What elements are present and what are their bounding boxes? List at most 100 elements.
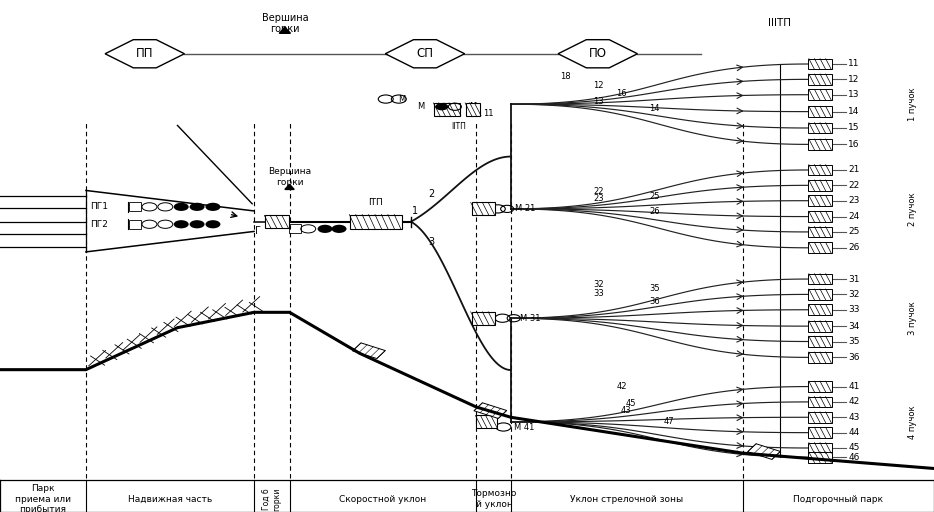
Bar [289, 224, 301, 233]
Text: ПГ2: ПГ2 [91, 220, 108, 229]
Text: 1 пучок: 1 пучок [908, 88, 917, 121]
Text: 43: 43 [848, 413, 859, 422]
Text: 26: 26 [848, 243, 859, 252]
Text: 42: 42 [848, 397, 859, 407]
Text: 18: 18 [560, 72, 571, 81]
Polygon shape [748, 444, 780, 459]
Polygon shape [474, 403, 506, 418]
Text: Парк
приема или
прибытия: Парк приема или прибытия [15, 484, 71, 512]
Bar [808, 139, 832, 150]
Text: ПО: ПО [588, 47, 607, 60]
Text: Г: Г [255, 226, 261, 237]
Bar [808, 427, 832, 438]
Text: 42: 42 [616, 382, 627, 391]
Bar [808, 226, 832, 237]
Text: 25: 25 [848, 227, 859, 237]
Bar [808, 242, 832, 253]
Circle shape [174, 203, 189, 211]
Text: 21: 21 [848, 165, 859, 175]
Text: 2 пучок: 2 пучок [908, 192, 917, 226]
Bar [808, 304, 832, 315]
Text: 11: 11 [483, 109, 493, 118]
Circle shape [190, 220, 205, 228]
Text: 11: 11 [848, 59, 859, 69]
Bar [808, 289, 832, 300]
Text: 2: 2 [429, 188, 434, 199]
Text: 14: 14 [649, 103, 659, 113]
Text: 15: 15 [848, 123, 859, 133]
Text: 16: 16 [616, 89, 627, 98]
Text: 35: 35 [848, 337, 859, 346]
Bar [808, 396, 832, 408]
Bar [808, 195, 832, 206]
Text: Тормозно
й уклон: Тормозно й уклон [472, 489, 517, 509]
Text: 36: 36 [649, 297, 660, 306]
Text: Год б
горки: Год б горки [262, 487, 281, 511]
Text: 47: 47 [663, 417, 673, 426]
Text: 32: 32 [593, 280, 603, 289]
Circle shape [205, 220, 220, 228]
Bar [808, 180, 832, 190]
Text: 36: 36 [848, 353, 859, 362]
Text: Подгорочный парк: Подгорочный парк [793, 495, 883, 504]
Text: Надвижная часть: Надвижная часть [128, 495, 212, 504]
Bar [350, 215, 402, 229]
Bar [808, 336, 832, 347]
Bar [434, 103, 460, 116]
Bar [808, 273, 832, 285]
Text: 22: 22 [848, 181, 859, 190]
Circle shape [190, 203, 205, 211]
Text: IIТП: IIТП [451, 122, 466, 131]
Text: 45: 45 [848, 443, 859, 453]
Bar [808, 381, 832, 392]
Text: 3: 3 [429, 237, 434, 247]
Text: 33: 33 [593, 289, 604, 298]
Bar [808, 321, 832, 332]
Text: 22: 22 [593, 186, 603, 196]
Bar [129, 202, 141, 211]
Text: 34: 34 [848, 322, 859, 331]
Polygon shape [279, 27, 290, 33]
Text: 35: 35 [649, 284, 659, 293]
Text: ПГ1: ПГ1 [91, 202, 108, 211]
Bar [808, 122, 832, 133]
Bar [808, 89, 832, 100]
Bar [808, 106, 832, 117]
Text: 24: 24 [848, 212, 859, 221]
Bar [808, 412, 832, 423]
Text: Уклон стрелочной зоны: Уклон стрелочной зоны [570, 495, 684, 504]
Text: 46: 46 [848, 453, 859, 462]
Text: IТП: IТП [369, 198, 383, 207]
Text: 23: 23 [848, 196, 859, 205]
Text: 43: 43 [621, 406, 631, 415]
Text: 32: 32 [848, 290, 859, 299]
Text: 41: 41 [848, 382, 859, 391]
Bar [808, 352, 832, 362]
Text: 23: 23 [593, 194, 603, 203]
Bar [472, 202, 495, 215]
Text: СП: СП [417, 47, 433, 60]
Text: 12: 12 [593, 80, 603, 90]
Text: Вершина
горки: Вершина горки [262, 13, 308, 34]
Bar [808, 74, 832, 84]
Text: 31: 31 [848, 274, 859, 284]
Circle shape [332, 225, 347, 233]
Bar [466, 103, 480, 116]
Text: 14: 14 [848, 107, 859, 116]
Text: 3 пучок: 3 пучок [908, 302, 917, 335]
Text: 26: 26 [649, 206, 659, 216]
Text: 25: 25 [649, 191, 659, 201]
Text: М 21: М 21 [515, 204, 535, 214]
Bar [129, 220, 141, 229]
Text: Вершина
горки: Вершина горки [268, 167, 311, 187]
Text: 33: 33 [848, 305, 859, 314]
Text: М 31: М 31 [520, 314, 541, 323]
Text: 13: 13 [848, 90, 859, 99]
Circle shape [205, 203, 220, 211]
Polygon shape [285, 184, 294, 189]
Text: ПП: ПП [136, 47, 153, 60]
Circle shape [435, 103, 448, 111]
Text: Скоростной уклон: Скоростной уклон [339, 495, 427, 504]
Bar [472, 312, 495, 325]
Text: 13: 13 [593, 97, 603, 106]
